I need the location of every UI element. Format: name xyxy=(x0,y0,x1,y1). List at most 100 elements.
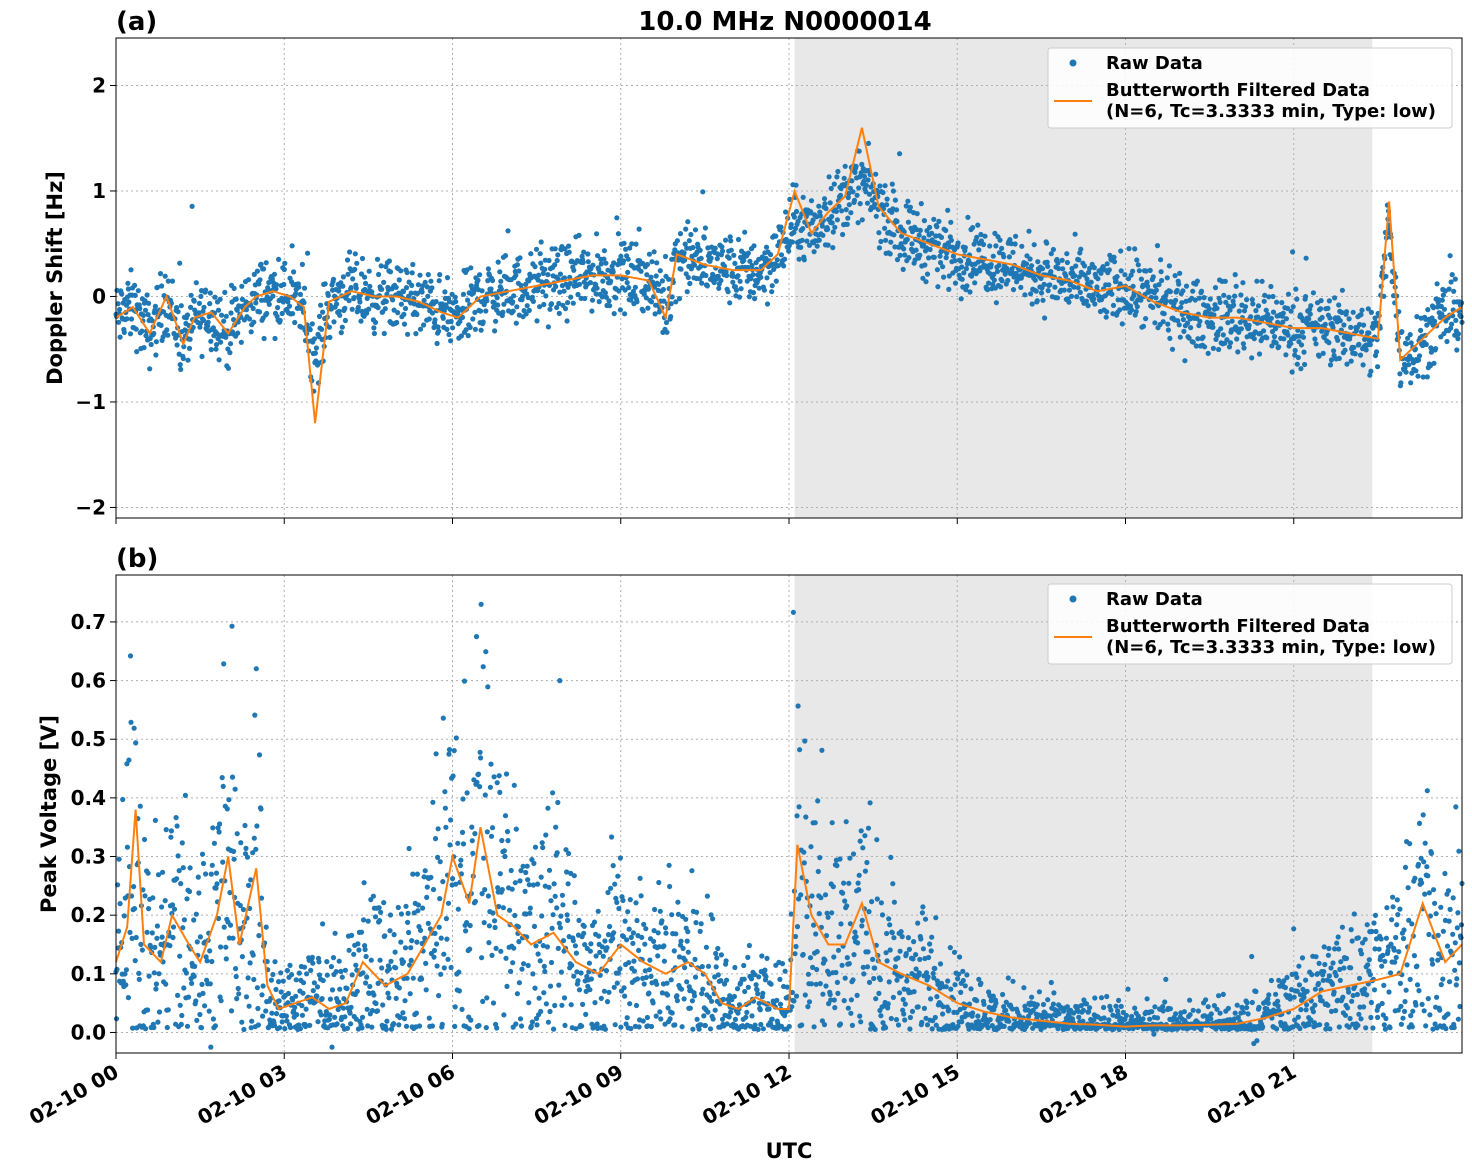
panel-a-raw-point xyxy=(750,272,756,278)
panel-b-raw-point xyxy=(194,939,200,945)
panel-a-raw-point xyxy=(617,307,624,313)
panel-b-raw-point xyxy=(178,881,184,887)
panel-b-raw-point xyxy=(493,945,499,952)
panel-b-raw-point xyxy=(837,856,843,862)
panel-b-raw-point xyxy=(483,1025,489,1031)
panel-b-raw-point xyxy=(1312,986,1318,992)
panel-a-raw-point xyxy=(1045,288,1051,294)
panel-b-raw-point xyxy=(136,976,142,983)
panel-b-raw-point xyxy=(416,1023,423,1029)
panel-b-raw-point xyxy=(467,922,473,929)
panel-b-raw-point xyxy=(327,996,333,1002)
panel-b-raw-point xyxy=(1092,995,1098,1001)
panel-b-raw-point xyxy=(1234,1002,1240,1008)
panel-b-raw-point xyxy=(794,924,801,930)
panel-a-raw-point xyxy=(221,318,227,324)
panel-b-raw-point xyxy=(854,992,860,999)
panel-a-raw-point xyxy=(663,319,670,326)
panel-a-raw-point xyxy=(992,230,998,236)
panel-a-raw-point xyxy=(1072,231,1078,237)
panel-b-raw-point xyxy=(902,1017,908,1023)
panel-b-raw-point xyxy=(906,946,913,953)
panel-b-raw-point xyxy=(840,890,846,896)
panel-a-raw-point xyxy=(142,307,149,313)
panel-a-raw-point xyxy=(132,292,138,298)
panel-b-raw-point xyxy=(732,1016,739,1023)
panel-b-raw-point xyxy=(562,1022,568,1028)
panel-a-raw-point xyxy=(830,229,836,235)
panel-a-raw-point xyxy=(124,316,130,322)
panel-b-raw-point xyxy=(229,623,235,629)
panel-b-raw-point xyxy=(263,1008,269,1014)
panel-a-raw-point xyxy=(239,283,245,289)
panel-b-raw-point xyxy=(1173,1011,1179,1017)
panel-b-raw-point xyxy=(705,1009,711,1015)
panel-a-raw-point xyxy=(1418,327,1424,333)
panel-a-raw-point xyxy=(410,261,416,268)
panel-a-raw-point xyxy=(993,243,999,249)
panel-b-raw-point xyxy=(498,948,504,954)
panel-a-raw-point xyxy=(119,291,125,297)
panel-b-raw-point xyxy=(543,1001,550,1007)
panel-b-raw-point xyxy=(379,965,385,971)
panel-b-raw-point xyxy=(560,902,566,908)
panel-a-raw-point xyxy=(336,308,342,314)
panel-a-raw-point xyxy=(576,232,582,238)
panel-b-raw-point xyxy=(806,999,813,1005)
panel-a-raw-point xyxy=(1428,345,1434,351)
panel-b-raw-point xyxy=(542,968,548,975)
panel-a-raw-point xyxy=(1332,295,1338,301)
panel-a-raw-point xyxy=(293,291,299,297)
panel-a-raw-point xyxy=(1266,294,1272,300)
panel-b-raw-point xyxy=(795,703,801,709)
panel-a-raw-point xyxy=(162,273,168,279)
panel-b-raw-point xyxy=(715,945,721,952)
panel-b-raw-point xyxy=(296,970,302,976)
panel-a-raw-point xyxy=(152,307,158,313)
panel-b-raw-point xyxy=(1195,1008,1201,1014)
panel-a-raw-point xyxy=(1119,321,1125,327)
panel-b-raw-point xyxy=(1091,1017,1097,1023)
panel-a-raw-point xyxy=(1118,248,1124,254)
panel-b-raw-point xyxy=(398,939,404,945)
panel-a-raw-point xyxy=(938,234,945,240)
panel-a-raw-point xyxy=(576,281,583,287)
panel-b-raw-point xyxy=(1190,1007,1196,1013)
panel-b-raw-point xyxy=(575,978,581,984)
panel-b-raw-point xyxy=(182,792,188,799)
panel-b-raw-point xyxy=(287,1024,294,1031)
panel-a-raw-point xyxy=(611,260,617,266)
panel-a-raw-point xyxy=(153,339,159,345)
panel-a-raw-point xyxy=(1234,336,1240,342)
panel-b-raw-point xyxy=(615,873,621,879)
panel-a-raw-point xyxy=(897,252,903,258)
panel-a-raw-point xyxy=(1439,311,1445,317)
panel-b-raw-point xyxy=(403,1023,410,1029)
panel-a-raw-point xyxy=(1071,284,1077,290)
panel-a-raw-point xyxy=(313,345,319,351)
panel-b-raw-point xyxy=(216,829,222,835)
panel-a-raw-point xyxy=(346,298,352,304)
panel-a-raw-point xyxy=(1104,261,1110,267)
panel-a-raw-point xyxy=(657,268,663,274)
panel-a-raw-point xyxy=(788,221,794,228)
panel-b-raw-point xyxy=(193,911,199,917)
panel-b-raw-point xyxy=(169,902,176,908)
panel-b-raw-point xyxy=(856,887,862,893)
panel-b-raw-point xyxy=(558,969,565,975)
panel-a-raw-point xyxy=(1276,344,1282,350)
panel-a-raw-point xyxy=(816,237,822,243)
panel-a-raw-point xyxy=(1028,291,1034,297)
panel-b-raw-point xyxy=(872,965,878,971)
panel-a-raw-point xyxy=(1134,257,1140,263)
panel-a-raw-point xyxy=(1310,290,1316,296)
panel-b-raw-point xyxy=(180,925,186,931)
panel-b-raw-point xyxy=(556,982,562,988)
panel-a-raw-point xyxy=(557,271,564,277)
panel-a-raw-point xyxy=(554,257,560,264)
panel-b-raw-point xyxy=(392,949,398,955)
panel-a-raw-point xyxy=(751,243,757,249)
panel-a-raw-point xyxy=(1236,308,1242,314)
panel-a-raw-point xyxy=(690,244,696,251)
